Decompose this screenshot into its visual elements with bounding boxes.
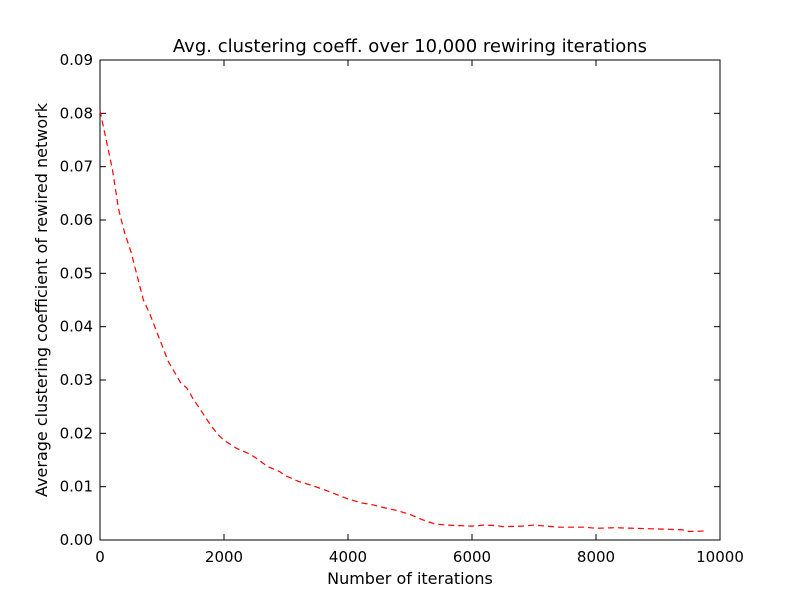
x-tick-label: 4000 xyxy=(329,548,367,566)
x-axis-label: Number of iterations xyxy=(327,569,493,588)
y-tick-label: 0.00 xyxy=(60,531,93,549)
plot-frame xyxy=(99,59,721,541)
y-tick-label: 0.09 xyxy=(60,51,93,69)
y-tick-label: 0.04 xyxy=(60,318,93,336)
series-line-0 xyxy=(99,110,708,533)
y-tick-label: 0.07 xyxy=(60,158,93,176)
chart-title: Avg. clustering coeff. over 10,000 rewir… xyxy=(173,36,647,57)
x-tick-label: 0 xyxy=(95,548,105,566)
x-tick-label: 6000 xyxy=(453,548,491,566)
x-axis-ticks: 0 2000 4000 6000 8000 10000 xyxy=(95,60,744,566)
plot-area: 0 2000 4000 6000 8000 10000 0.000.010.020.030… xyxy=(60,51,744,566)
y-tick-label: 0.06 xyxy=(60,211,93,229)
y-tick-label: 0.05 xyxy=(60,264,93,282)
x-tick-label: 2000 xyxy=(205,548,243,566)
y-tick-label: 0.03 xyxy=(60,371,93,389)
x-tick-label: 10000 xyxy=(696,548,744,566)
series-layer xyxy=(99,110,708,533)
y-tick-label: 0.02 xyxy=(60,424,93,442)
y-tick-label: 0.01 xyxy=(60,478,93,496)
y-axis-label: Average clustering coefficient of rewire… xyxy=(32,102,51,497)
x-tick-label: 8000 xyxy=(577,548,615,566)
y-tick-label: 0.08 xyxy=(60,104,93,122)
y-axis-ticks: 0.00 0.01 0.02 0.03 0.04 0.05 0.06 0.07 0.08 0.09 xyxy=(60,51,720,549)
